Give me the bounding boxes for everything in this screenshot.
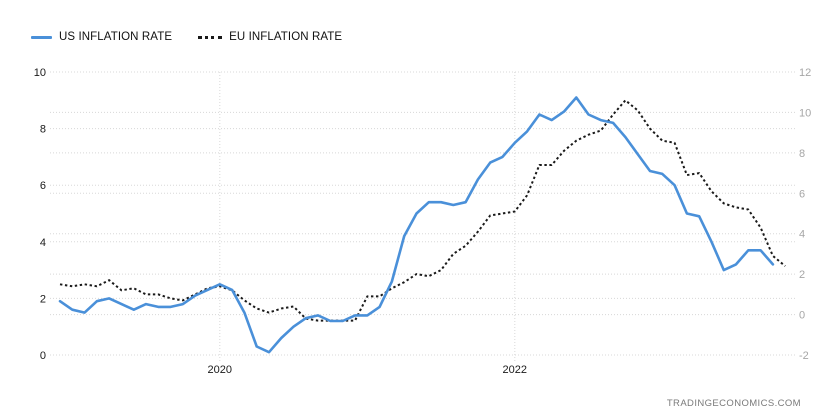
left-axis-label: 8 xyxy=(40,124,46,136)
right-axis-label: 0 xyxy=(799,310,805,322)
left-axis-label: 4 xyxy=(40,237,46,249)
legend-item-us[interactable]: US INFLATION RATE xyxy=(31,31,172,43)
right-axis-label: 10 xyxy=(799,107,811,119)
us-line-swatch xyxy=(31,35,52,39)
right-axis-label: 8 xyxy=(799,148,805,160)
left-axis-label: 10 xyxy=(34,67,46,79)
legend-label-eu: EU INFLATION RATE xyxy=(229,31,343,43)
chart-legend: US INFLATION RATE EU INFLATION RATE xyxy=(31,31,342,43)
left-axis-label: 6 xyxy=(40,180,46,192)
x-axis-label: 2020 xyxy=(208,364,232,376)
right-axis-label: 4 xyxy=(799,229,805,241)
legend-label-us: US INFLATION RATE xyxy=(59,31,173,43)
us-inflation-line[interactable] xyxy=(58,96,775,354)
eu-inflation-line[interactable] xyxy=(59,99,786,322)
right-axis-label: -2 xyxy=(799,350,809,362)
right-axis-label: 6 xyxy=(799,188,805,200)
legend-item-eu[interactable]: EU INFLATION RATE xyxy=(198,31,342,43)
watermark: TRADINGECONOMICS.COM xyxy=(666,398,801,409)
left-axis-label: 2 xyxy=(40,293,46,305)
left-axis-label: 0 xyxy=(40,350,46,362)
right-axis-label: 12 xyxy=(799,67,811,79)
eu-line-swatch xyxy=(198,35,223,39)
right-axis-label: 2 xyxy=(799,269,805,281)
x-axis-label: 2022 xyxy=(503,364,527,376)
